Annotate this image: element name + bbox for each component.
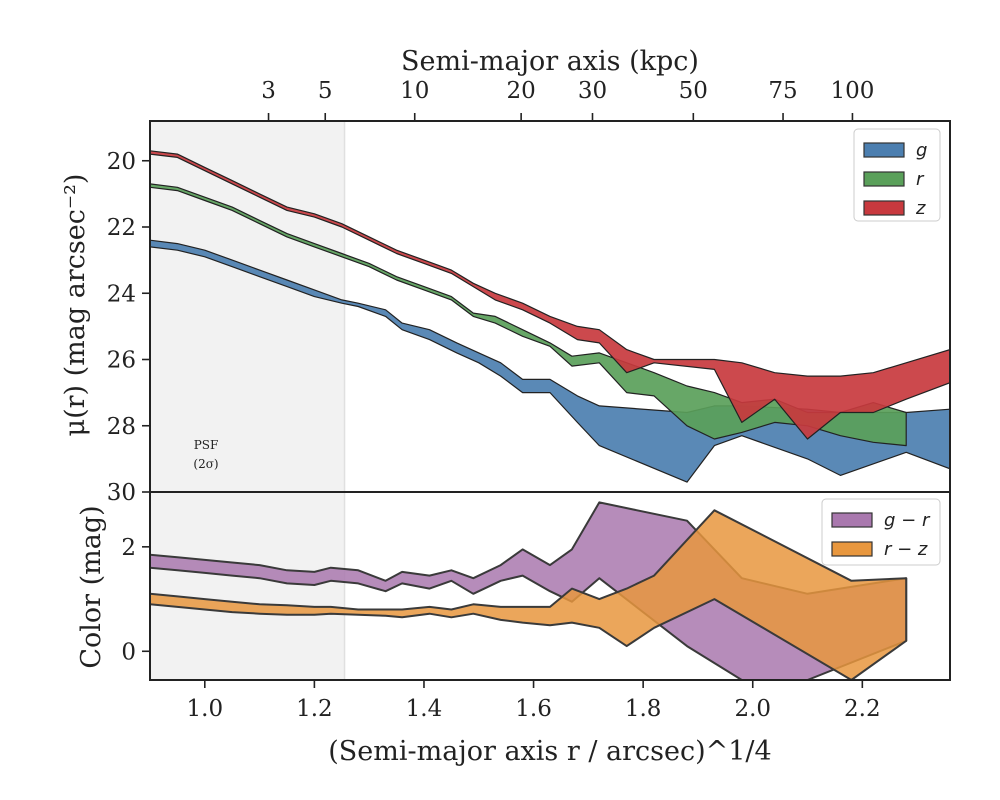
legend-label: r [916,169,925,190]
top-xtick-label: 3 [261,78,276,104]
legend-label: g − r [884,510,931,531]
top-ytick-label: 30 [107,480,136,506]
bottom-panel-ylabel: Color (mag) [76,505,107,668]
data-layer [150,150,950,680]
top-ytick-label: 22 [107,215,136,241]
bottom-panel-series [150,501,908,680]
top-xtick-label: 5 [318,78,333,104]
top-xtick-label: 75 [768,78,797,104]
top-axis-title: Semi-major axis (kpc) [401,46,699,77]
xtick-label: 1.6 [515,696,552,722]
top-xtick-label: 100 [830,78,874,104]
legend-swatch [863,171,905,187]
top-ytick-label: 24 [107,281,136,307]
legend-label: z [915,198,926,219]
xtick-label: 1.4 [406,696,443,722]
top-ytick-label: 20 [107,149,136,175]
legend-swatch [863,200,905,216]
legend-label: r − z [884,539,928,560]
legend-swatch [831,512,873,528]
bottom-ytick-label: 2 [121,535,136,561]
xtick-label: 1.8 [625,696,662,722]
legend-swatch [863,142,905,158]
top-xtick-label: 30 [578,78,607,104]
bottom-panel-frame [149,491,951,681]
text-layer: Semi-major axis (kpc) μ(r) (mag arcsec⁻²… [60,46,941,767]
top-ytick-label: 26 [107,348,136,374]
legend-label: g [916,140,927,161]
psf-annotation-line1: PSF [194,438,219,452]
xtick-label: 2.0 [734,696,771,722]
bottom-ytick-label: 0 [121,639,136,665]
xtick-label: 1.2 [296,696,333,722]
psf-annotation-line2: (2σ) [193,457,218,471]
top-xtick-label: 20 [506,78,535,104]
axes-layer [142,113,951,688]
band-z [150,150,950,440]
xtick-label: 2.2 [844,696,881,722]
top-panel-ylabel: μ(r) (mag arcsec⁻²) [60,174,91,437]
xtick-label: 1.0 [187,696,224,722]
bottom-axis-title: (Semi-major axis r / arcsec)^1/4 [328,736,771,767]
band-color-1 [150,509,908,680]
top-xtick-label: 50 [679,78,708,104]
top-ytick-label: 28 [107,414,136,440]
top-xtick-label: 10 [400,78,429,104]
legend-swatch [831,541,873,557]
top-legend: grz [853,128,941,222]
bottom-legend: g − r r − z [821,498,941,566]
top-panel-series [150,150,950,483]
